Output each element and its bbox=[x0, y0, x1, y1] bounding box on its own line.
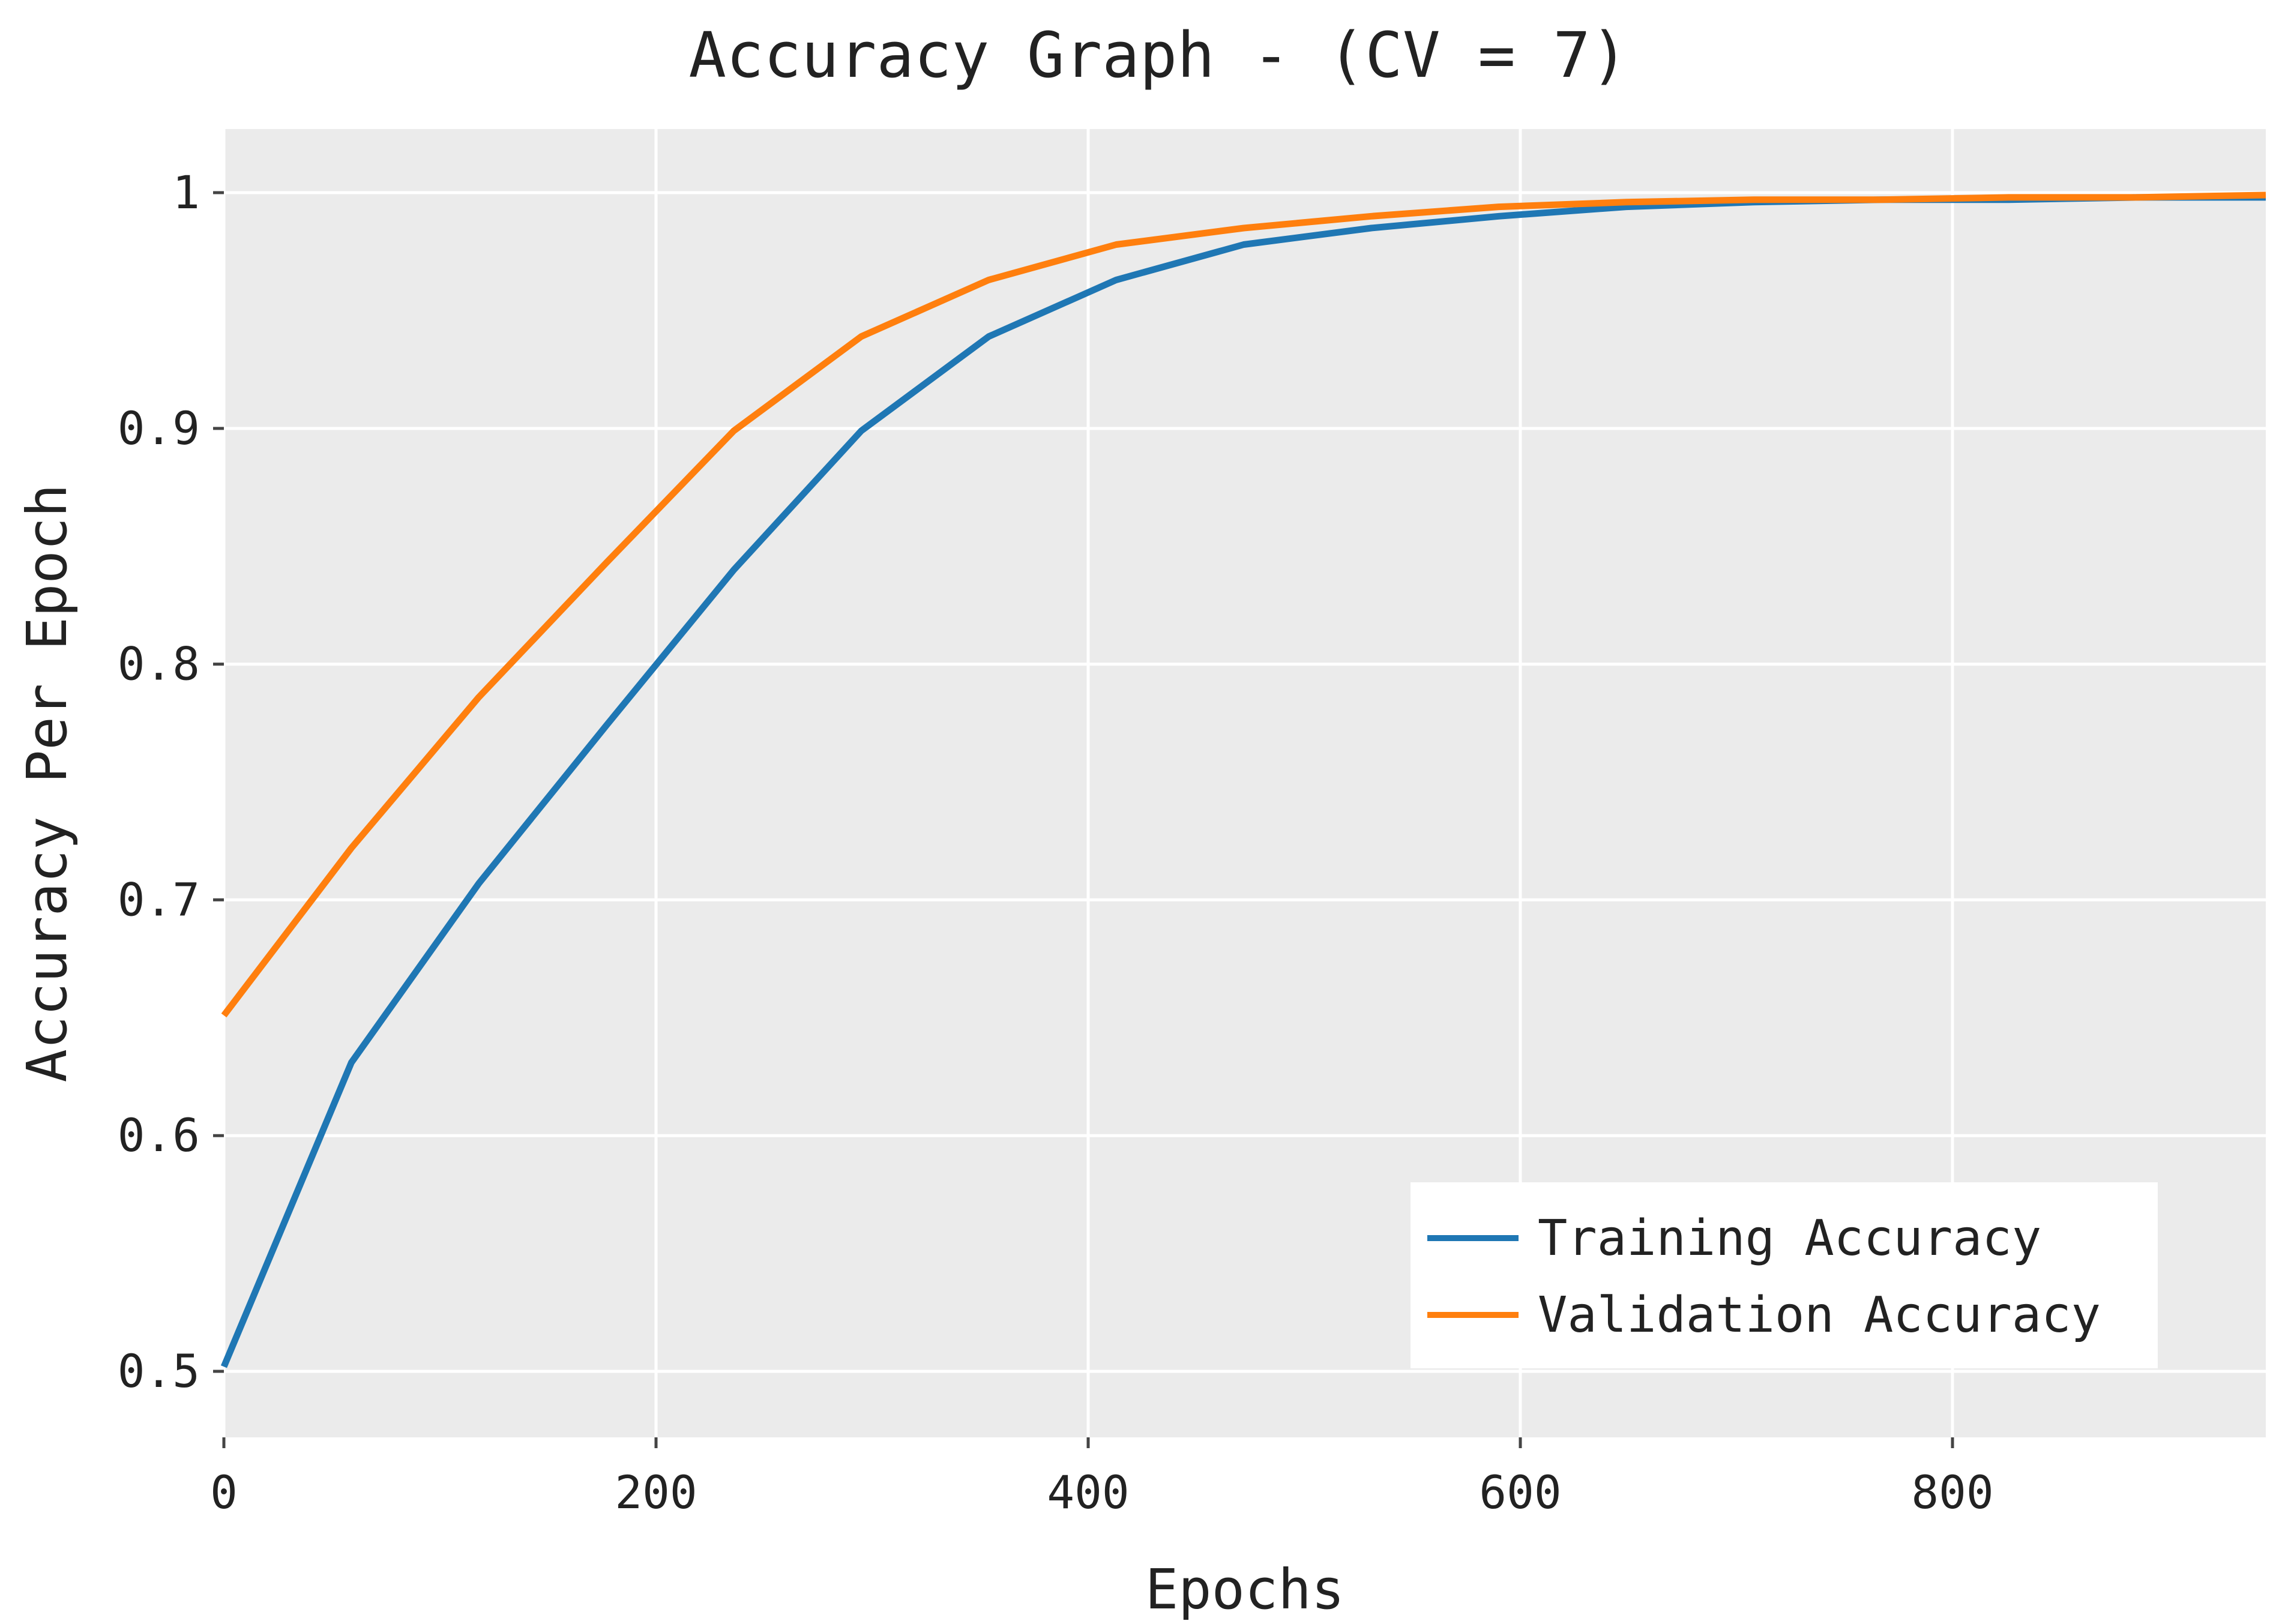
y-tick-label: 0.5 bbox=[118, 1344, 200, 1398]
y-tick-label: 0.6 bbox=[118, 1108, 200, 1162]
y-axis-label: Accuracy Per Epoch bbox=[15, 484, 79, 1083]
x-tick-label: 200 bbox=[615, 1466, 697, 1519]
legend-box bbox=[1410, 1182, 2158, 1368]
x-tick-label: 600 bbox=[1479, 1466, 1561, 1519]
x-tick-label: 0 bbox=[210, 1466, 238, 1519]
y-tick-label: 0.7 bbox=[118, 873, 200, 926]
legend-label-training: Training Accuracy bbox=[1538, 1210, 2041, 1267]
legend: Training Accuracy Validation Accuracy bbox=[1410, 1182, 2158, 1368]
y-tick-label: 0.9 bbox=[118, 401, 200, 455]
y-tick-label: 0.8 bbox=[118, 637, 200, 691]
x-axis-label: Epochs bbox=[1145, 1557, 1344, 1622]
x-tick-label: 800 bbox=[1911, 1466, 1993, 1519]
x-tick-label: 400 bbox=[1047, 1466, 1129, 1519]
grid-lines bbox=[222, 129, 2266, 1437]
y-tick-label: 1 bbox=[172, 166, 200, 219]
axis-ticks: 0 200 400 600 800 0.5 0.6 0.7 0.8 0.9 1 bbox=[118, 166, 1994, 1519]
series-line-validation bbox=[221, 191, 2266, 1018]
series-lines bbox=[220, 191, 2266, 1368]
legend-label-validation: Validation Accuracy bbox=[1538, 1287, 2101, 1344]
chart-title: Accuracy Graph - (CV = 7) bbox=[688, 19, 1628, 92]
